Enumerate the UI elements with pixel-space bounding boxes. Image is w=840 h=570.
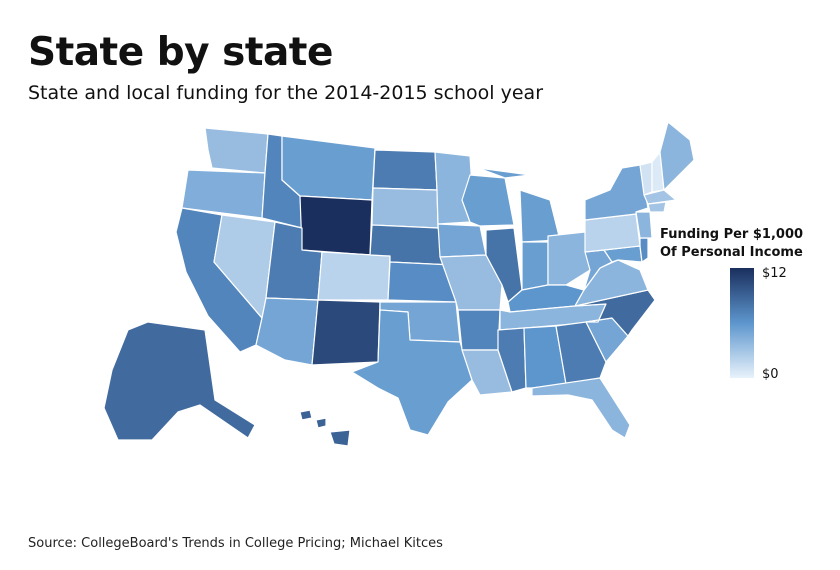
legend-max-label: $12 bbox=[762, 266, 787, 281]
source-note: Source: CollegeBoard's Trends in College… bbox=[28, 536, 443, 551]
state-PA[interactable] bbox=[584, 213, 641, 253]
state-WA[interactable] bbox=[204, 127, 269, 174]
state-ND[interactable] bbox=[372, 149, 438, 191]
state-CT[interactable] bbox=[647, 201, 667, 213]
us-map-svg bbox=[103, 121, 695, 447]
page-subtitle: State and local funding for the 2014-201… bbox=[28, 82, 544, 104]
us-map bbox=[0, 118, 840, 498]
state-WY[interactable] bbox=[299, 195, 373, 256]
state-MA[interactable] bbox=[643, 189, 677, 205]
legend-color-bar bbox=[730, 268, 754, 378]
state-NJ[interactable] bbox=[635, 211, 653, 239]
state-IN[interactable] bbox=[521, 241, 549, 291]
state-OH[interactable] bbox=[547, 231, 591, 286]
state-CO[interactable] bbox=[317, 251, 391, 301]
state-AR[interactable] bbox=[457, 309, 501, 351]
state-NC[interactable] bbox=[574, 289, 656, 337]
state-FL[interactable] bbox=[531, 377, 631, 439]
legend-title-line1: Funding Per $1,000 bbox=[660, 227, 804, 242]
state-ME[interactable] bbox=[659, 121, 695, 191]
state-MS[interactable] bbox=[497, 327, 527, 393]
state-DE[interactable] bbox=[639, 237, 649, 263]
state-NY[interactable] bbox=[584, 164, 649, 221]
state-IA[interactable] bbox=[437, 223, 487, 258]
state-AK[interactable] bbox=[103, 321, 256, 441]
state-LA[interactable] bbox=[461, 349, 513, 396]
state-SD[interactable] bbox=[371, 187, 439, 229]
state-HI[interactable] bbox=[299, 409, 351, 447]
page-title: State by state bbox=[28, 30, 333, 75]
legend-title-line2: Of Personal Income bbox=[660, 245, 803, 260]
state-NM[interactable] bbox=[311, 299, 381, 366]
state-TX[interactable] bbox=[351, 309, 473, 436]
legend-title: Funding Per $1,000 Of Personal Income bbox=[660, 226, 810, 262]
legend-min-label: $0 bbox=[762, 367, 779, 382]
state-WI[interactable] bbox=[461, 174, 515, 227]
state-MT[interactable] bbox=[281, 135, 376, 201]
legend: Funding Per $1,000 Of Personal Income $1… bbox=[660, 226, 810, 382]
state-AZ[interactable] bbox=[255, 297, 319, 366]
